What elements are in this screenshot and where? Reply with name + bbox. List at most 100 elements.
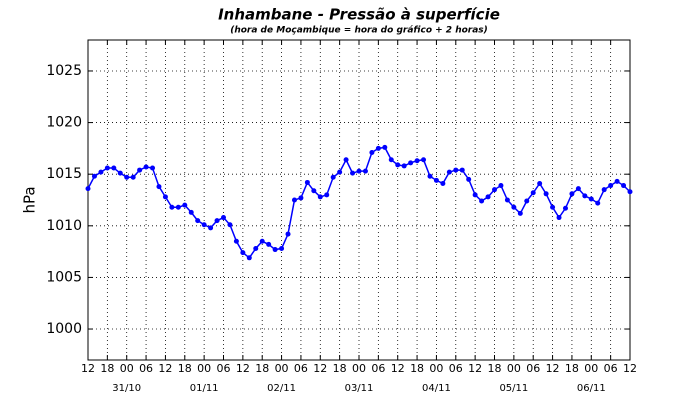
x-tick-label: 18 bbox=[333, 362, 347, 375]
x-tick-label: 18 bbox=[255, 362, 269, 375]
x-tick-label: 06 bbox=[449, 362, 463, 375]
point bbox=[195, 218, 201, 224]
x-tick-label: 18 bbox=[565, 362, 579, 375]
point bbox=[175, 204, 181, 210]
date-label: 04/11 bbox=[422, 383, 451, 394]
x-tick-label: 00 bbox=[507, 362, 521, 375]
point bbox=[117, 170, 123, 176]
point bbox=[266, 241, 272, 247]
x-tick-label: 18 bbox=[100, 362, 114, 375]
point bbox=[479, 198, 485, 204]
point bbox=[608, 183, 614, 189]
point bbox=[311, 188, 317, 194]
date-label: 31/10 bbox=[112, 383, 141, 394]
x-tick-label: 18 bbox=[488, 362, 502, 375]
point bbox=[150, 165, 156, 171]
point bbox=[285, 231, 291, 237]
x-tick-label: 18 bbox=[410, 362, 424, 375]
x-tick-label: 12 bbox=[236, 362, 250, 375]
point bbox=[253, 246, 259, 252]
date-label: 03/11 bbox=[345, 383, 374, 394]
x-tick-label: 12 bbox=[391, 362, 405, 375]
point bbox=[550, 204, 556, 210]
x-tick-label: 00 bbox=[197, 362, 211, 375]
point bbox=[91, 173, 97, 179]
point bbox=[188, 209, 194, 215]
point bbox=[466, 176, 472, 182]
y-tick-label: 1015 bbox=[46, 166, 82, 182]
x-tick-label: 12 bbox=[546, 362, 560, 375]
point bbox=[433, 177, 439, 183]
point bbox=[259, 238, 265, 244]
y-tick-label: 1000 bbox=[46, 321, 82, 337]
point bbox=[362, 168, 368, 174]
point bbox=[317, 194, 323, 200]
point bbox=[227, 222, 233, 228]
x-tick-label: 06 bbox=[217, 362, 231, 375]
point bbox=[324, 192, 330, 198]
point bbox=[401, 163, 407, 169]
point bbox=[369, 150, 375, 156]
point bbox=[221, 215, 226, 221]
point bbox=[98, 169, 104, 175]
point bbox=[485, 194, 491, 200]
point bbox=[517, 210, 523, 216]
x-tick-label: 00 bbox=[584, 362, 598, 375]
x-tick-label: 12 bbox=[313, 362, 327, 375]
y-tick-label: 1025 bbox=[46, 63, 82, 79]
point bbox=[543, 191, 549, 197]
x-tick-label: 12 bbox=[158, 362, 172, 375]
point bbox=[459, 167, 465, 173]
point bbox=[601, 187, 607, 193]
point bbox=[446, 169, 452, 175]
point bbox=[137, 167, 143, 173]
point bbox=[453, 167, 459, 173]
point bbox=[298, 195, 304, 201]
point bbox=[350, 170, 356, 176]
date-label: 05/11 bbox=[499, 383, 528, 394]
x-tick-label: 00 bbox=[352, 362, 366, 375]
point bbox=[582, 193, 588, 199]
point bbox=[169, 204, 175, 210]
point bbox=[279, 246, 285, 252]
point bbox=[569, 191, 575, 197]
x-tick-label: 00 bbox=[429, 362, 443, 375]
point bbox=[182, 202, 188, 208]
point bbox=[562, 205, 568, 211]
x-tick-label: 00 bbox=[120, 362, 134, 375]
point bbox=[537, 180, 543, 186]
point bbox=[492, 187, 497, 193]
point bbox=[595, 200, 601, 206]
point bbox=[330, 174, 336, 180]
x-tick-label: 00 bbox=[275, 362, 289, 375]
point bbox=[556, 215, 562, 221]
point bbox=[421, 157, 427, 163]
x-tick-label: 06 bbox=[526, 362, 540, 375]
chart-title: Inhambane - Pressão à superfície bbox=[218, 6, 500, 24]
x-tick-label: 06 bbox=[139, 362, 153, 375]
y-tick-label: 1020 bbox=[46, 115, 82, 131]
x-tick-label: 18 bbox=[178, 362, 192, 375]
point bbox=[143, 164, 149, 170]
point bbox=[588, 196, 594, 202]
point bbox=[621, 183, 627, 189]
point bbox=[240, 250, 246, 256]
point bbox=[104, 165, 110, 171]
point bbox=[414, 158, 420, 164]
y-tick-label: 1005 bbox=[46, 269, 82, 285]
point bbox=[208, 225, 214, 231]
chart-subtitle: (hora de Moçambique = hora do gráfico + … bbox=[230, 26, 488, 36]
point bbox=[233, 238, 239, 244]
point bbox=[504, 197, 510, 203]
x-tick-label: 12 bbox=[81, 362, 95, 375]
point bbox=[575, 186, 581, 192]
line bbox=[87, 146, 631, 259]
point bbox=[395, 162, 401, 168]
point bbox=[375, 145, 381, 151]
x-tick-label: 06 bbox=[294, 362, 308, 375]
point bbox=[214, 218, 220, 224]
point bbox=[440, 180, 446, 186]
point bbox=[272, 247, 278, 253]
point bbox=[291, 197, 297, 203]
